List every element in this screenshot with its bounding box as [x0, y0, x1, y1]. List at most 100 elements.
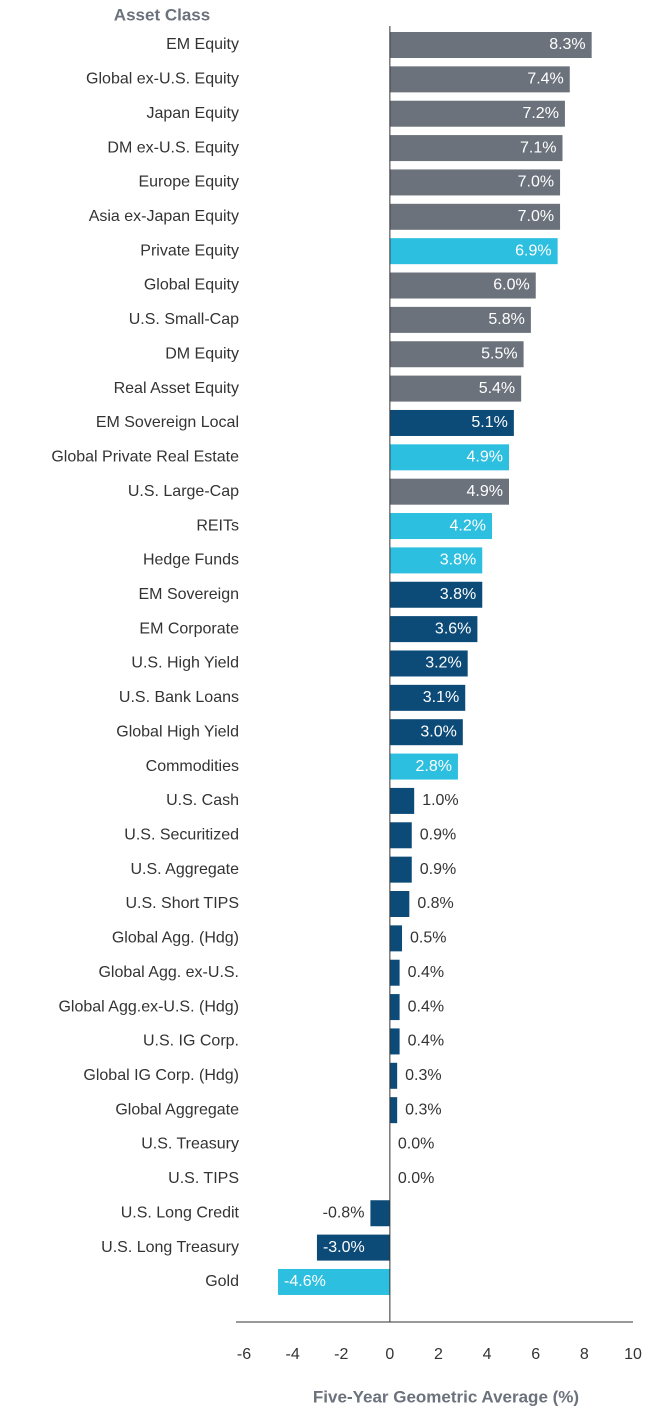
bar [370, 1200, 390, 1227]
value-label: 3.0% [420, 723, 456, 740]
value-label: 7.0% [518, 208, 554, 225]
category-label: Japan Equity [146, 105, 239, 122]
category-label: Gold [205, 1273, 239, 1290]
category-label: Global High Yield [116, 723, 239, 740]
y-axis-label: Asset Class [114, 5, 210, 24]
category-label: EM Sovereign [139, 586, 240, 603]
value-label: 5.5% [481, 345, 517, 362]
category-label: Global Agg.ex-U.S. (Hdg) [58, 998, 239, 1015]
x-axis-label: Five-Year Geometric Average (%) [313, 1387, 579, 1406]
category-label: EM Equity [166, 36, 239, 53]
category-label: Global Agg. ex-U.S. [98, 964, 239, 981]
value-label: 6.0% [493, 277, 529, 294]
bar [389, 135, 563, 162]
bar [389, 581, 483, 608]
bar [389, 444, 510, 471]
category-label: DM ex-U.S. Equity [107, 139, 239, 156]
bar [389, 616, 478, 643]
value-label: 3.6% [435, 620, 471, 637]
x-tick-label: 4 [483, 1346, 492, 1363]
bar [389, 684, 466, 711]
bar [389, 925, 403, 952]
value-label: -3.0% [323, 1239, 365, 1256]
category-label: Europe Equity [138, 174, 239, 191]
bar [389, 994, 400, 1021]
category-label: U.S. TIPS [168, 1170, 239, 1187]
category-label: Real Asset Equity [114, 380, 239, 397]
bar [389, 959, 400, 986]
value-label: 0.4% [408, 964, 444, 981]
x-tick-label: 2 [434, 1346, 443, 1363]
bar [389, 306, 531, 333]
value-label: 7.1% [520, 139, 556, 156]
bar [389, 66, 570, 93]
value-label: 3.2% [425, 655, 461, 672]
category-label: U.S. Cash [166, 792, 239, 809]
value-label: 3.1% [423, 689, 459, 706]
value-label: 5.1% [471, 414, 507, 431]
value-label: 0.0% [398, 1136, 434, 1153]
value-label: 6.9% [515, 242, 551, 259]
value-label: 0.9% [420, 861, 456, 878]
bar [389, 650, 468, 677]
category-label: U.S. Small-Cap [129, 311, 239, 328]
value-label: 0.4% [408, 998, 444, 1015]
category-label: U.S. Large-Cap [128, 483, 239, 500]
value-label: 2.8% [415, 758, 451, 775]
value-label: 0.0% [398, 1170, 434, 1187]
bar [389, 478, 510, 505]
bar [389, 547, 483, 574]
x-tick-label: -6 [237, 1346, 251, 1363]
bar [389, 1062, 398, 1089]
category-label: Hedge Funds [143, 552, 239, 569]
category-label: DM Equity [165, 345, 239, 362]
value-label: 8.3% [549, 36, 585, 53]
category-label: Commodities [146, 758, 239, 775]
category-label: U.S. Bank Loans [119, 689, 239, 706]
bar [389, 169, 561, 196]
x-tick-label: -2 [334, 1346, 348, 1363]
bar [389, 272, 536, 299]
value-label: 5.4% [479, 380, 515, 397]
value-label: 7.0% [518, 174, 554, 191]
category-label: U.S. Long Credit [121, 1204, 240, 1221]
category-label: REITs [196, 517, 239, 534]
value-label: 0.8% [417, 895, 453, 912]
category-label: Global Private Real Estate [51, 449, 239, 466]
category-label: U.S. Short TIPS [125, 895, 239, 912]
value-label: 7.4% [527, 71, 563, 88]
value-label: -4.6% [284, 1273, 326, 1290]
category-label: Global ex-U.S. Equity [86, 71, 239, 88]
category-label: Asia ex-Japan Equity [89, 208, 239, 225]
bar [316, 1234, 390, 1261]
x-tick-label: 10 [624, 1346, 642, 1363]
value-label: 3.8% [440, 552, 476, 569]
bar [389, 1097, 398, 1124]
category-label: U.S. High Yield [131, 655, 239, 672]
value-label: 0.9% [420, 826, 456, 843]
bar [389, 1028, 400, 1055]
value-label: 4.9% [467, 449, 503, 466]
bar [278, 1268, 390, 1295]
value-label: 0.3% [405, 1101, 441, 1118]
category-label: EM Corporate [139, 620, 239, 637]
value-label: 0.3% [405, 1067, 441, 1084]
bar [389, 719, 463, 746]
category-label: EM Sovereign Local [96, 414, 239, 431]
x-tick-label: -4 [286, 1346, 300, 1363]
value-label: 3.8% [440, 586, 476, 603]
category-label: U.S. Treasury [141, 1136, 239, 1153]
bar [389, 238, 558, 265]
category-label: Global IG Corp. (Hdg) [83, 1067, 239, 1084]
value-label: -0.8% [323, 1204, 365, 1221]
value-label: 0.5% [410, 930, 446, 947]
x-tick-label: 0 [385, 1346, 394, 1363]
x-tick-label: 6 [531, 1346, 540, 1363]
value-label: 7.2% [522, 105, 558, 122]
bar [389, 341, 524, 368]
bar [389, 822, 412, 849]
bar [389, 787, 415, 814]
category-label: U.S. IG Corp. [143, 1033, 239, 1050]
value-label: 4.2% [450, 517, 486, 534]
